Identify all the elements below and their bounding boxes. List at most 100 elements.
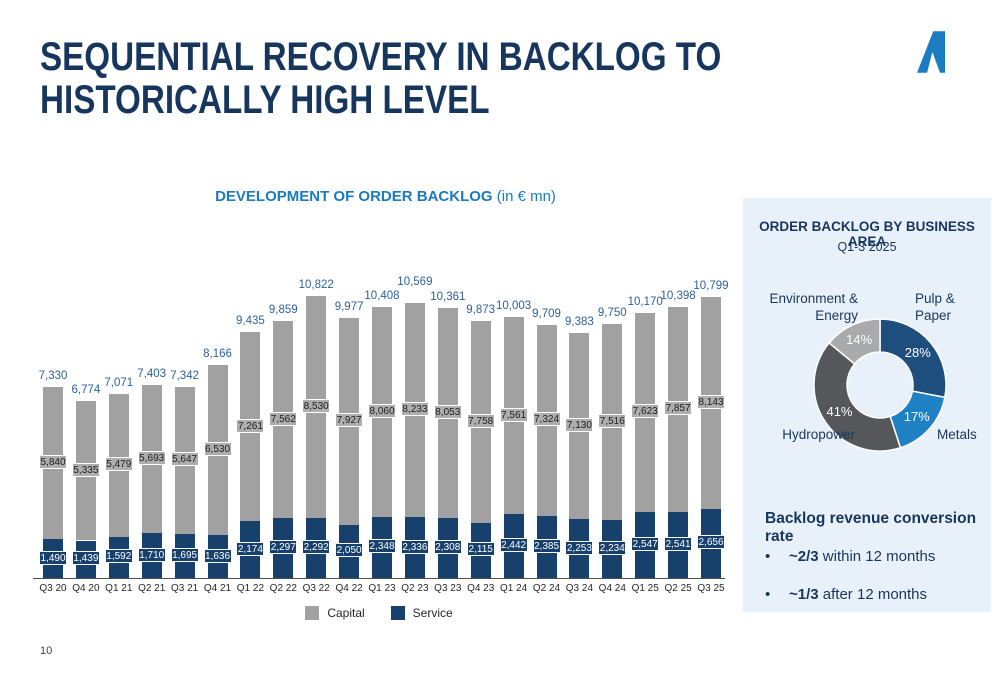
capital-value-label: 8,143 [697,394,725,409]
page-number: 10 [40,645,53,657]
bullet-2-bold: ~1/3 [789,586,819,603]
bar-chart-plot: Capital Service 7,330 5,840 1,490 Q3 20 6,77… [33,260,738,640]
business-area-panel: ORDER BACKLOG BY BUSINESS AREA Q1-3 2025… [743,198,991,612]
service-value-label: 2,234 [598,540,627,555]
donut-segment [828,318,881,366]
x-axis-tick-label: Q4 21 [203,583,232,594]
conversion-rate-heading: Backlog revenue conversion rate [765,510,977,545]
bullet-2-rest: after 12 months [818,586,928,603]
capital-value-label: 5,335 [71,462,100,477]
capital-value-label: 7,516 [598,413,627,428]
donut-chart: 28% 17% 41% 14% [813,318,947,452]
x-axis-tick-label: Q1 22 [236,583,265,594]
slide-title-line1: SEQUENTIAL RECOVERY IN BACKLOG TO [40,35,722,79]
service-value-label: 2,547 [631,536,660,551]
slide-title: SEQUENTIAL RECOVERY IN BACKLOG TO HISTOR… [40,36,721,122]
x-axis-tick-label: Q2 25 [664,583,692,594]
x-axis-tick-label: Q1 24 [499,583,528,594]
capital-value-label: 7,927 [335,413,364,428]
bar-total-label: 10,361 [430,291,466,303]
service-value-label: 2,336 [400,539,429,554]
bar-total-label: 10,398 [660,290,696,303]
legend-label-capital: Capital [327,606,365,620]
service-value-label: 2,115 [466,542,495,557]
service-value-label: 1,490 [39,550,67,565]
service-value-label: 1,695 [170,547,199,562]
capital-value-label: 7,562 [269,411,298,426]
slide-title-line2: HISTORICALLY HIGH LEVEL [40,78,490,122]
bar-total-label: 10,822 [298,279,334,291]
capital-value-label: 7,561 [499,407,528,422]
donut-percent-label: 28% [905,345,931,360]
service-value-label: 2,385 [532,538,561,553]
x-axis-tick-label: Q4 24 [598,583,626,594]
x-axis-line [33,578,725,579]
service-value-label: 1,636 [203,548,232,563]
service-value-label: 2,308 [433,539,462,554]
x-axis-tick-label: Q4 22 [335,583,363,594]
service-value-label: 2,297 [269,540,298,555]
capital-value-label: 5,693 [137,451,166,466]
capital-value-label: 7,623 [631,404,660,419]
donut-percent-label: 17% [904,409,930,424]
service-value-label: 2,174 [236,541,265,556]
x-axis-tick-label: Q4 23 [467,583,495,594]
bar-total-label: 7,403 [137,368,167,381]
service-value-label: 2,253 [565,540,594,555]
service-value-label: 2,541 [664,536,693,551]
panel-subtitle: Q1-3 2025 [837,240,897,254]
x-axis-tick-label: Q2 21 [138,583,166,594]
donut-label-hydropower: Hydropower [782,427,855,442]
donut-percent-label: 14% [846,332,872,347]
bar-total-label: 10,003 [496,300,532,313]
capital-value-label: 8,060 [368,403,396,418]
capital-value-label: 6,530 [203,442,232,457]
bar-total-label: 7,342 [170,369,199,382]
x-axis-tick-label: Q3 24 [565,583,594,594]
donut-label-pulp-paper: Pulp & Paper [915,291,955,323]
bullet-dot-icon: • [765,586,771,603]
capital-value-label: 5,647 [170,452,199,467]
capital-value-label: 7,130 [565,418,594,433]
service-value-label: 2,656 [697,535,725,550]
service-value-label: 2,292 [302,540,331,555]
legend-label-service: Service [412,606,453,620]
x-axis-tick-label: Q2 23 [401,583,429,594]
donut-segment [813,341,902,452]
bar-total-label: 10,170 [627,295,663,308]
capital-value-label: 7,857 [664,401,693,416]
service-value-label: 1,710 [137,547,166,562]
bar-total-label: 10,799 [693,279,729,292]
panel-title: ORDER BACKLOG BY BUSINESS AREA [759,219,975,249]
conversion-bullet-2: • ~1/3 after 12 months [765,586,980,603]
bar-total-label: 6,774 [71,384,101,397]
x-axis-tick-label: Q4 20 [72,583,100,594]
bar-total-label: 7,330 [38,369,68,382]
capital-value-label: 7,261 [236,418,265,433]
capital-value-label: 8,530 [302,399,331,414]
capital-swatch-icon [305,606,320,620]
service-value-label: 2,348 [368,539,396,554]
donut-segment [879,318,947,399]
bar-total-label: 9,977 [334,301,364,314]
x-axis-tick-label: Q3 20 [39,583,67,594]
donut-label-metals: Metals [937,427,977,442]
x-axis-tick-label: Q3 23 [434,583,462,594]
legend-item-service: Service [390,606,453,620]
service-swatch-icon [390,606,405,620]
capital-value-label: 8,233 [400,401,429,416]
capital-value-label: 5,479 [104,457,133,472]
bar-total-label: 9,750 [597,306,627,319]
bar-chart-title-unit: (in € mn) [492,188,556,205]
capital-value-label: 7,324 [532,412,561,427]
capital-value-label: 8,053 [433,404,462,419]
bar-chart-title-main: DEVELOPMENT OF ORDER BACKLOG [215,188,493,205]
bar-total-label: 7,071 [104,376,134,389]
x-axis-tick-label: Q3 25 [697,583,725,594]
x-axis-tick-label: Q2 24 [532,583,561,594]
bar-total-label: 8,166 [203,348,232,361]
bullet-1-rest: within 12 months [818,548,936,565]
donut-percent-label: 41% [826,404,852,419]
bar-total-label: 9,709 [532,308,561,320]
